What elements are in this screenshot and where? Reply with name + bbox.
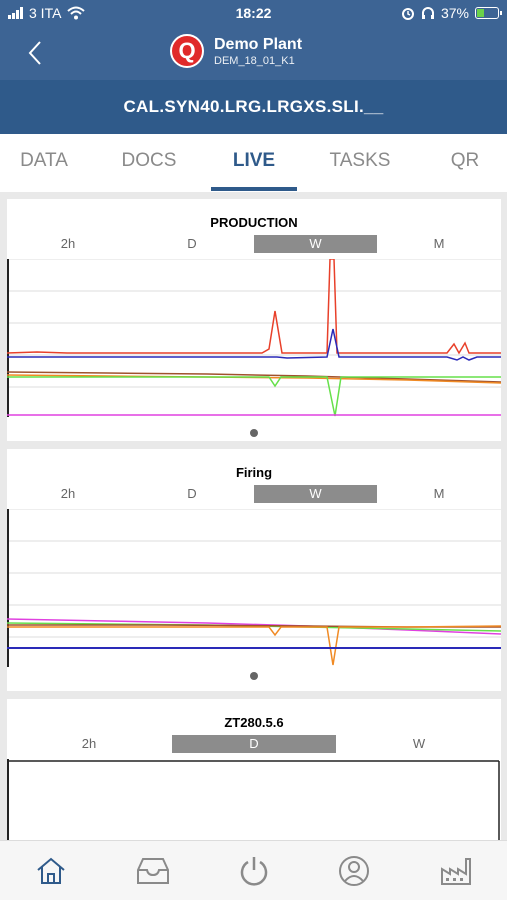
- range-m-button[interactable]: M: [433, 486, 445, 501]
- plant-subtitle: DEM_18_01_K1: [214, 54, 295, 67]
- range-m-button[interactable]: M: [433, 236, 445, 251]
- series-orange-line: [7, 625, 501, 666]
- status-time: 18:22: [235, 5, 272, 21]
- chart-card-zt280: ZT280.5.6 2h D W: [7, 699, 501, 840]
- app-logo: Q: [170, 34, 204, 68]
- nav-inbox-button[interactable]: [135, 853, 171, 889]
- app-header: Q Demo Plant DEM_18_01_K1: [0, 28, 507, 80]
- firing-chart: [7, 509, 501, 667]
- nav-profile-button[interactable]: [336, 853, 372, 889]
- carrier-label: 3 ITA: [29, 5, 62, 21]
- plant-title: Demo Plant: [214, 35, 303, 53]
- chart-title: Firing: [235, 465, 273, 480]
- range-2h-button[interactable]: 2h: [81, 736, 97, 751]
- tab-data[interactable]: DATA: [20, 150, 68, 171]
- nav-home-button[interactable]: [33, 853, 69, 889]
- status-right: 37%: [401, 5, 502, 21]
- nav-plants-button[interactable]: [438, 853, 474, 889]
- status-bar: 3 ITA 18:22 37%: [0, 0, 507, 28]
- range-2h-button[interactable]: 2h: [60, 236, 76, 251]
- battery-icon: [475, 7, 502, 19]
- series-green-line: [7, 376, 501, 417]
- series-blue-line: [7, 328, 501, 361]
- range-w-button[interactable]: W: [254, 235, 377, 253]
- production-chart: [7, 259, 501, 417]
- nav-power-button[interactable]: [236, 853, 272, 889]
- home-icon: [37, 857, 65, 884]
- page-indicator-dot: [250, 429, 258, 437]
- headphones-icon: [421, 7, 434, 19]
- chart-title: ZT280.5.6: [224, 715, 284, 730]
- zt280-chart: [7, 759, 500, 840]
- plant-brand: Q Demo Plant DEM_18_01_K1: [170, 34, 302, 68]
- range-d-button[interactable]: D: [187, 486, 197, 501]
- live-content[interactable]: PRODUCTION 2h D W M Firing 2h D W M: [0, 192, 507, 840]
- user-icon: [339, 856, 369, 886]
- range-w-button[interactable]: W: [254, 485, 377, 503]
- status-left: 3 ITA: [8, 5, 86, 21]
- chart-card-production: PRODUCTION 2h D W M: [7, 199, 501, 441]
- tab-docs[interactable]: DOCS: [121, 150, 177, 171]
- chart-card-firing: Firing 2h D W M: [7, 449, 501, 691]
- alarm-icon: [401, 8, 414, 20]
- page-indicator-dot: [250, 672, 258, 680]
- item-code: CAL.SYN40.LRG.LRGXS.SLI.__: [123, 97, 384, 116]
- tab-live[interactable]: LIVE: [232, 150, 276, 171]
- chart-title: PRODUCTION: [210, 215, 298, 230]
- range-d-button[interactable]: D: [172, 735, 336, 753]
- series-brown-line: [7, 371, 501, 383]
- range-2h-button[interactable]: 2h: [60, 486, 76, 501]
- series-red-line: [7, 259, 501, 355]
- inbox-icon: [137, 858, 169, 884]
- item-code-bar: CAL.SYN40.LRG.LRGXS.SLI.__: [0, 80, 507, 134]
- range-w-button[interactable]: W: [412, 736, 426, 751]
- signal-icon: [8, 7, 23, 19]
- tab-bar: DATA DOCS LIVE TASKS QR: [0, 134, 507, 192]
- battery-percent: 37%: [440, 5, 469, 21]
- tab-tasks[interactable]: TASKS: [329, 150, 391, 171]
- bottom-navigation: [0, 840, 507, 900]
- factory-icon: [441, 858, 471, 885]
- power-icon: [240, 857, 268, 886]
- range-d-button[interactable]: D: [187, 236, 197, 251]
- tab-qr[interactable]: QR: [450, 150, 480, 171]
- wifi-icon: [67, 6, 86, 20]
- series-magenta-line: [7, 618, 501, 635]
- chevron-left-icon: [28, 41, 41, 65]
- active-tab-indicator: [211, 187, 297, 191]
- back-button[interactable]: [22, 38, 48, 68]
